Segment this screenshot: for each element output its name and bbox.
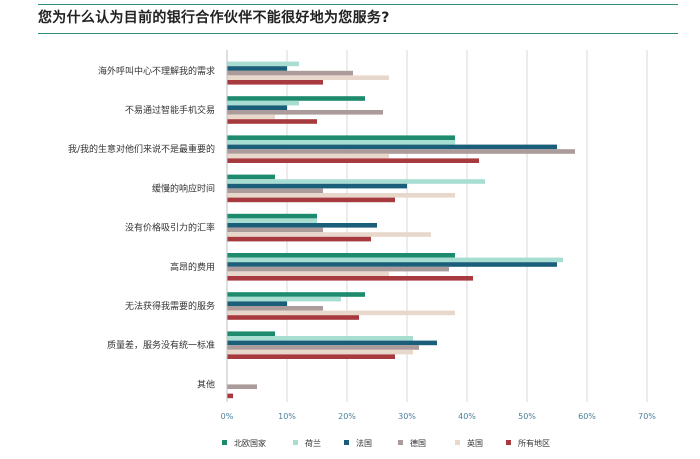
bar (227, 292, 365, 297)
category-label: 其他 (197, 378, 215, 390)
bar (227, 354, 395, 359)
category-label: 高昂的费用 (170, 261, 215, 273)
bar (227, 114, 275, 120)
bar (227, 218, 317, 223)
x-tick-label: 70% (638, 412, 656, 421)
bar (227, 276, 473, 281)
bar (227, 158, 479, 163)
bar (227, 345, 419, 350)
bar (227, 183, 407, 189)
category-label: 质量差，服务没有统一标准 (107, 339, 215, 351)
bar (227, 174, 275, 180)
x-tick-label: 0% (221, 412, 234, 421)
bar (227, 110, 383, 115)
chart-title: 您为什么认为目前的银行合作伙伴不能很好地为您服务? (38, 10, 390, 26)
bar (227, 61, 299, 67)
bar (227, 197, 395, 203)
bar (227, 149, 575, 154)
bar (227, 257, 563, 263)
bar (227, 349, 413, 355)
bar (227, 296, 341, 302)
legend-swatch (222, 440, 227, 445)
bar (227, 223, 377, 228)
bar (227, 96, 365, 101)
bar (227, 384, 257, 389)
bar (227, 253, 455, 258)
bar (227, 140, 455, 145)
legend-label: 荷兰 (305, 438, 321, 448)
legend-label: 法国 (356, 438, 372, 448)
legend-swatch (506, 440, 511, 445)
bar (227, 193, 455, 198)
bar (227, 105, 287, 110)
category-label: 不易通过智能手机交易 (125, 104, 215, 116)
legend-swatch (398, 440, 403, 445)
bar (227, 153, 389, 159)
title-top-rule (38, 4, 678, 5)
x-tick-label: 50% (518, 412, 536, 421)
bar (227, 135, 455, 140)
category-label: 我/我的生意对他们来说不是最重要的 (68, 143, 215, 155)
bar (227, 227, 323, 233)
x-tick-label: 20% (338, 412, 356, 421)
bar (227, 232, 431, 237)
bar (227, 310, 455, 316)
x-tick-label: 10% (278, 412, 296, 421)
category-label: 无法获得我需要的服务 (125, 300, 215, 312)
bar (227, 393, 233, 399)
bar (227, 188, 323, 193)
title-rule (38, 33, 678, 34)
bar (227, 80, 323, 85)
legend-label: 德国 (410, 438, 426, 448)
category-label: 没有价格吸引力的汇率 (125, 222, 215, 234)
bar (227, 70, 353, 76)
x-tick-label: 60% (578, 412, 596, 421)
category-label: 海外呼叫中心不理解我的需求 (98, 65, 215, 77)
legend-swatch (344, 440, 349, 445)
bar (227, 144, 557, 150)
bar (227, 179, 485, 184)
bar (227, 66, 287, 71)
category-label: 缓慢的响应时间 (152, 182, 215, 194)
bar (227, 266, 449, 272)
bar (227, 271, 389, 276)
legend-swatch (455, 440, 460, 445)
bar (227, 306, 323, 311)
bar (227, 119, 317, 124)
legend-label: 所有地区 (518, 438, 550, 448)
bar (227, 100, 299, 106)
bar (227, 236, 371, 242)
legend-swatch (293, 440, 298, 445)
legend-label: 北欧国家 (234, 438, 266, 448)
x-tick-label: 40% (458, 412, 476, 421)
bar (227, 262, 557, 267)
bar (227, 340, 437, 346)
bar (227, 75, 389, 80)
bar (227, 213, 317, 219)
bar (227, 331, 275, 336)
bar (227, 301, 287, 306)
x-tick-label: 30% (398, 412, 416, 421)
legend-label: 英国 (467, 438, 483, 448)
bar (227, 315, 359, 320)
bar (227, 336, 413, 341)
